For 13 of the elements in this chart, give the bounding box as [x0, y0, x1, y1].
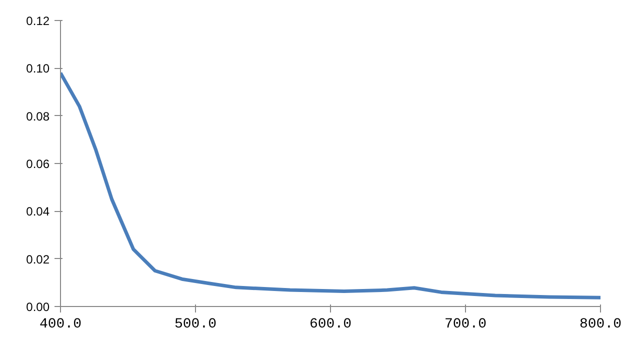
line-series [60, 71, 600, 300]
x-tick-label: 700.0 [444, 316, 487, 332]
x-tick-label: 500.0 [174, 316, 217, 332]
x-tick-label: 800.0 [579, 316, 622, 332]
y-tick-label: 0.12 [26, 14, 50, 28]
x-tick-label: 400.0 [39, 316, 82, 332]
y-tick-label: 0.10 [26, 62, 50, 76]
y-tick-label: 0.02 [26, 252, 50, 266]
x-tick-label: 600.0 [309, 316, 352, 332]
y-tick-label: 0.00 [26, 300, 50, 314]
y-tick-label: 0.04 [26, 204, 50, 219]
y-tick-label: 0.06 [26, 157, 50, 171]
y-tick-label: 0.08 [26, 109, 50, 124]
